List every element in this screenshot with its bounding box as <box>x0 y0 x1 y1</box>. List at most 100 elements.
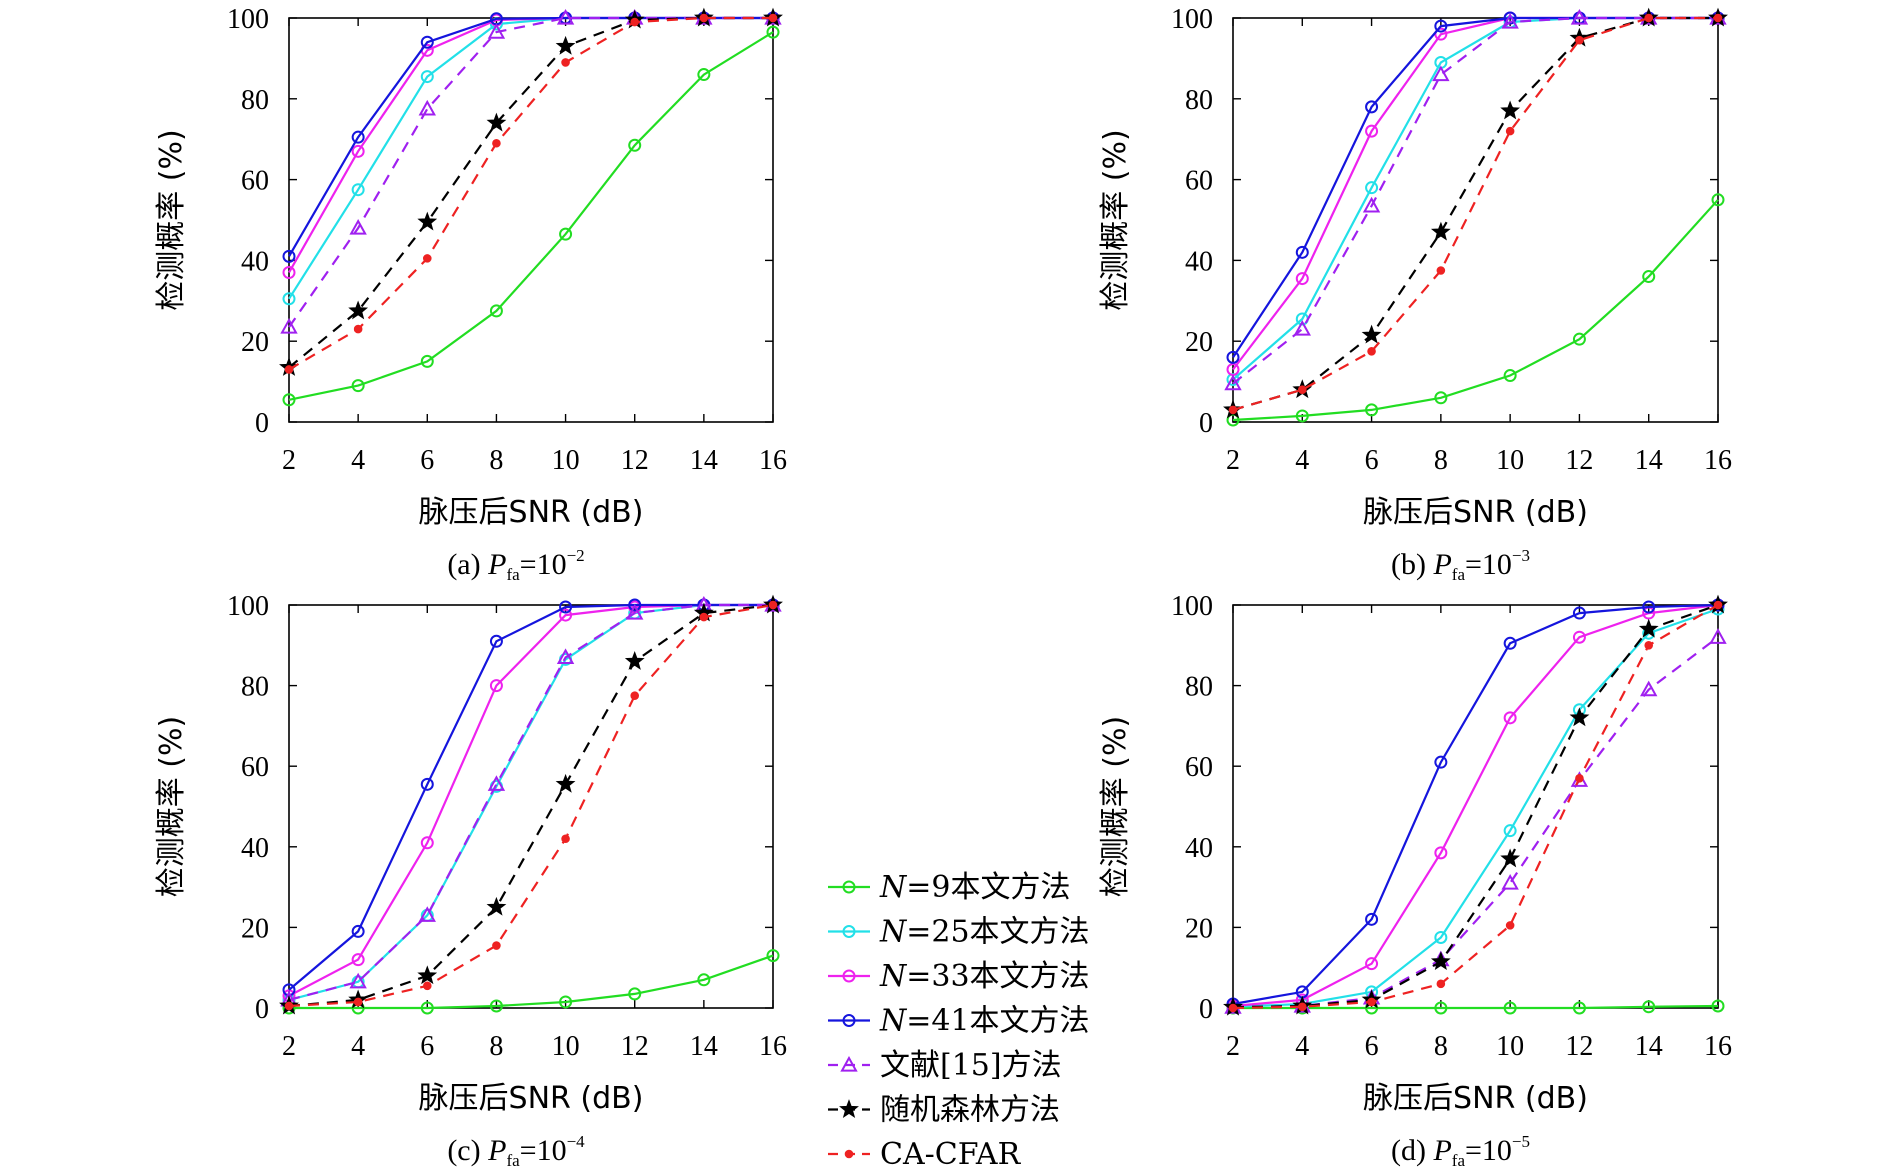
data-point <box>561 58 570 67</box>
series-1 <box>282 949 780 1015</box>
series-2 <box>1226 11 1725 387</box>
data-point <box>282 393 296 407</box>
y-tick-label: 80 <box>1185 672 1213 703</box>
data-point <box>1434 930 1448 944</box>
x-tick-label: 8 <box>1434 1031 1448 1062</box>
x-tick-label: 14 <box>1635 445 1663 476</box>
data-point <box>1228 405 1238 415</box>
y-tick-label: 60 <box>241 166 269 197</box>
series-line <box>1232 16 1718 385</box>
x-tick-label: 14 <box>690 445 718 476</box>
data-point <box>1501 874 1519 890</box>
data-point <box>697 68 711 82</box>
y-tick-label: 40 <box>1185 246 1213 277</box>
data-point <box>351 144 365 158</box>
series-line <box>1232 16 1718 411</box>
data-point <box>556 648 575 664</box>
y-axis-label: 检测概率 (%) <box>154 716 189 897</box>
y-tick-label: 40 <box>241 833 269 864</box>
data-point <box>766 25 780 39</box>
y-tick-label: 80 <box>1185 85 1213 116</box>
data-point <box>418 906 436 922</box>
legend-marker <box>839 1099 859 1118</box>
x-tick-label: 4 <box>351 1031 365 1062</box>
series-6 <box>1223 7 1728 419</box>
data-point <box>422 254 432 263</box>
subplot-caption: (a) Pfa=10−2 <box>447 546 584 584</box>
series-line <box>289 954 774 1010</box>
data-point <box>418 99 436 116</box>
legend-label: 随机森林方法 <box>880 1093 1060 1128</box>
series-4 <box>1226 598 1725 1011</box>
data-point <box>1569 707 1590 727</box>
y-axis-label: 检测概率 (%) <box>154 129 189 310</box>
legend-marker <box>842 1014 856 1027</box>
data-point <box>420 777 434 791</box>
series-2 <box>282 11 780 306</box>
y-tick-label: 40 <box>1185 833 1213 864</box>
series-line <box>1232 604 1719 1010</box>
series-line <box>288 31 774 401</box>
series-line <box>1232 636 1719 1009</box>
data-point <box>1503 11 1517 25</box>
data-point <box>1642 270 1656 284</box>
data-point <box>1367 997 1376 1007</box>
x-tick-label: 12 <box>621 1031 649 1062</box>
x-tick-label: 8 <box>1434 445 1448 476</box>
series-line <box>1232 603 1719 1009</box>
x-tick-label: 16 <box>1704 445 1732 476</box>
data-point <box>1503 636 1517 650</box>
series-7 <box>1228 13 1723 415</box>
data-point <box>1505 126 1515 136</box>
x-tick-label: 6 <box>1365 445 1379 476</box>
x-tick-label: 2 <box>1226 1031 1240 1062</box>
data-point <box>1434 755 1448 769</box>
subplot-3: 2 4 6 8 10 12 14 16 0 20 40 60 80 100 脉压后SNR (dB) 检测概率 … <box>154 591 787 1170</box>
data-point <box>1575 773 1584 783</box>
x-tick-label: 4 <box>1295 1031 1309 1062</box>
series-4 <box>1226 11 1725 364</box>
legend-label: N=33本文方法 <box>879 959 1090 994</box>
data-point <box>1367 347 1376 356</box>
x-tick-label: 16 <box>759 1031 787 1062</box>
data-point <box>766 949 780 963</box>
series-2 <box>1226 602 1725 1014</box>
series-line <box>288 16 773 371</box>
data-point <box>282 292 296 306</box>
x-tick-label: 14 <box>1635 1031 1663 1062</box>
data-point <box>1644 641 1654 650</box>
data-point <box>559 608 573 622</box>
series-5 <box>280 595 782 1007</box>
y-tick-label: 20 <box>241 913 269 944</box>
x-tick-label: 16 <box>759 445 787 476</box>
series-line <box>288 603 773 1001</box>
x-tick-label: 12 <box>1565 1031 1593 1062</box>
data-point <box>417 965 438 985</box>
y-tick-label: 0 <box>255 408 269 439</box>
y-tick-label: 20 <box>1185 913 1213 944</box>
series-line <box>288 603 774 1008</box>
legend-item: N=41本文方法 <box>828 1004 1090 1039</box>
data-point <box>1711 193 1725 207</box>
series-line <box>1233 1004 1719 1010</box>
x-tick-label: 6 <box>420 445 434 476</box>
data-point <box>1365 124 1379 138</box>
plot-frame <box>1232 604 1719 1009</box>
x-axis-label: 脉压后SNR (dB) <box>1363 495 1588 530</box>
data-point <box>1297 1002 1307 1012</box>
x-tick-label: 12 <box>1565 445 1593 476</box>
data-point <box>1434 1001 1448 1015</box>
series-5 <box>1224 8 1727 391</box>
legend-marker <box>840 1055 858 1072</box>
data-point <box>420 836 434 850</box>
y-tick-label: 60 <box>1185 752 1213 783</box>
legend-label: N=41本文方法 <box>879 1004 1090 1039</box>
data-point <box>282 983 296 997</box>
data-point <box>1295 409 1309 423</box>
data-point <box>486 896 507 916</box>
data-point <box>1572 1001 1586 1015</box>
x-tick-label: 12 <box>621 445 649 476</box>
data-point <box>697 973 711 987</box>
series-7 <box>284 13 778 374</box>
data-point <box>420 1001 434 1015</box>
